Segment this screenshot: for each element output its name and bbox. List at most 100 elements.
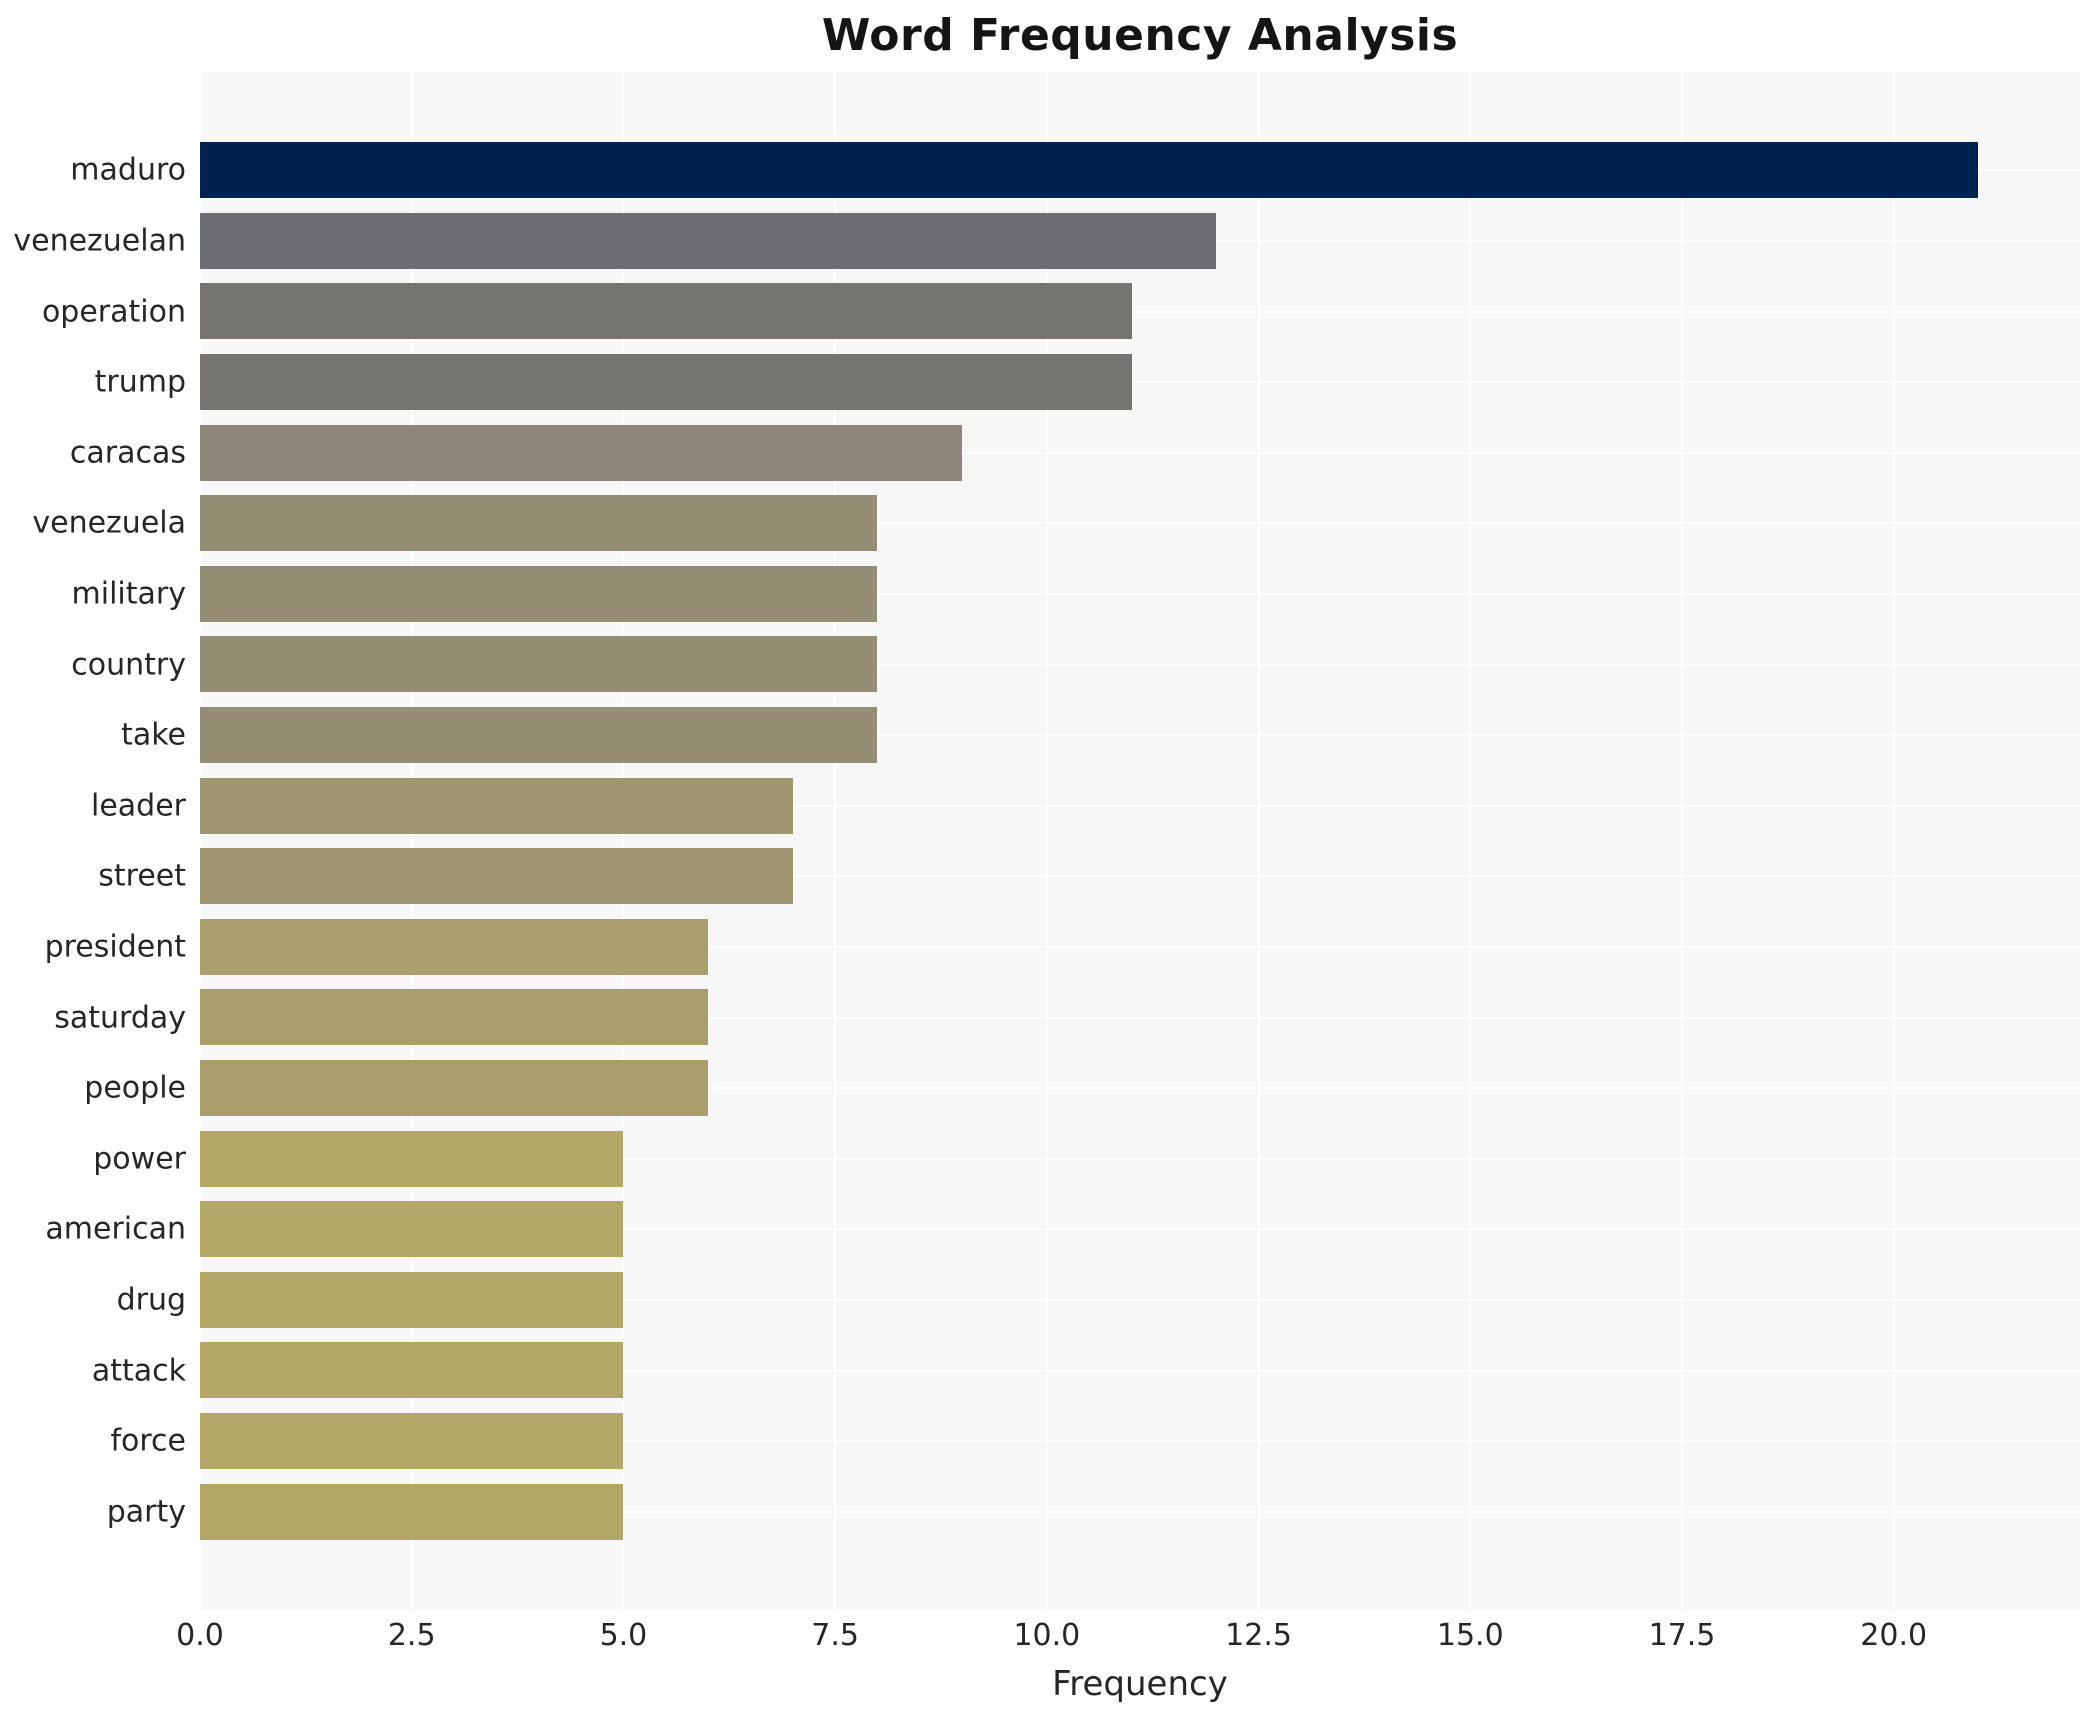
bar-row xyxy=(200,1194,2080,1265)
grid-line-horizontal xyxy=(200,804,2080,807)
bar-venezuela xyxy=(200,495,878,552)
y-tick-label-president: president xyxy=(44,929,186,965)
bar-row xyxy=(200,982,2080,1053)
y-tick-label-power: power xyxy=(93,1141,186,1177)
grid-line-horizontal xyxy=(200,381,2080,384)
grid-line-vertical xyxy=(199,72,201,1610)
bar-row xyxy=(200,1406,2080,1477)
grid-line-horizontal xyxy=(200,592,2080,595)
x-tick-label-2.5: 2.5 xyxy=(387,1618,436,1653)
grid-line-vertical xyxy=(834,72,837,1610)
x-tick-label-12.5: 12.5 xyxy=(1225,1618,1292,1653)
x-tick-label-20.0: 20.0 xyxy=(1860,1618,1928,1653)
grid-line-horizontal xyxy=(200,1228,2080,1231)
x-axis-ticks: 0.0 2.5 5.0 7.5 10.0 12.5 15.0 17.5 20.0 xyxy=(176,1618,2080,1658)
grid-line-vertical xyxy=(1680,72,1683,1610)
grid-line-horizontal xyxy=(200,310,2080,313)
grid-line-vertical xyxy=(622,72,625,1610)
chart-title: Word Frequency Analysis xyxy=(821,10,1459,61)
bar-party xyxy=(200,1483,624,1540)
x-tick-label-7.5: 7.5 xyxy=(811,1618,859,1653)
bar-row xyxy=(200,700,2080,771)
y-tick-label-drug: drug xyxy=(116,1282,186,1318)
bar-american xyxy=(200,1201,624,1258)
bars-layer xyxy=(200,72,2080,1610)
y-tick-label-maduro: maduro xyxy=(70,152,186,188)
grid-line-horizontal xyxy=(200,1016,2080,1019)
bar-military xyxy=(200,565,878,622)
bar-row xyxy=(200,135,2080,206)
bar-president xyxy=(200,918,709,975)
bar-trump xyxy=(200,354,1132,411)
bar-attack xyxy=(200,1342,624,1399)
bar-row xyxy=(200,629,2080,700)
bar-row xyxy=(200,559,2080,630)
grid-line-horizontal xyxy=(200,1440,2080,1443)
bar-row xyxy=(200,206,2080,277)
grid-line-horizontal xyxy=(200,522,2080,525)
y-tick-label-venezuelan: venezuelan xyxy=(13,223,186,259)
y-axis-labels: maduro venezuelan operation trump caracas ven… xyxy=(0,72,186,1610)
grid-line-vertical xyxy=(1045,72,1048,1610)
bar-venezuelan xyxy=(200,212,1217,269)
y-tick-label-take: take xyxy=(121,717,186,753)
x-axis-title: Frequency xyxy=(1052,1664,1228,1704)
y-tick-label-american: american xyxy=(45,1211,186,1247)
y-tick-label-saturday: saturday xyxy=(54,1000,186,1035)
bar-row xyxy=(200,276,2080,347)
grid-line-vertical xyxy=(1257,72,1260,1610)
grid-line-horizontal xyxy=(200,1157,2080,1160)
grid-line-horizontal xyxy=(200,663,2080,666)
x-tick-label-0.0: 0.0 xyxy=(176,1618,224,1653)
grid-line-vertical xyxy=(410,72,413,1610)
bar-power xyxy=(200,1130,624,1187)
y-tick-label-force: force xyxy=(110,1423,186,1459)
x-tick-label-15.0: 15.0 xyxy=(1436,1618,1504,1653)
y-tick-label-venezuela: venezuela xyxy=(32,505,186,541)
grid-line-horizontal xyxy=(200,875,2080,878)
grid-line-horizontal xyxy=(200,1087,2080,1090)
grid-line-vertical xyxy=(1892,72,1895,1610)
y-tick-label-attack: attack xyxy=(91,1353,186,1388)
y-tick-label-party: party xyxy=(106,1494,186,1530)
x-tick-label-10.0: 10.0 xyxy=(1013,1618,1081,1653)
bar-country xyxy=(200,636,878,693)
y-tick-label-trump: trump xyxy=(94,364,186,400)
bar-take xyxy=(200,707,878,764)
grid-line-vertical xyxy=(1469,72,1472,1610)
bar-row xyxy=(200,488,2080,559)
bar-row xyxy=(200,912,2080,983)
bar-people xyxy=(200,1060,709,1117)
bar-saturday xyxy=(200,989,709,1046)
y-tick-label-operation: operation xyxy=(41,294,186,329)
x-tick-label-5.0: 5.0 xyxy=(599,1618,648,1653)
x-tick-label-17.5: 17.5 xyxy=(1648,1618,1716,1653)
bar-operation xyxy=(200,283,1132,340)
grid-line-horizontal xyxy=(200,945,2080,948)
bar-maduro xyxy=(200,142,1979,199)
grid-line-horizontal xyxy=(200,734,2080,737)
bar-row xyxy=(200,1335,2080,1406)
bar-drug xyxy=(200,1271,624,1328)
bar-row xyxy=(200,841,2080,912)
grid-line-horizontal xyxy=(200,451,2080,454)
bar-caracas xyxy=(200,424,963,481)
y-tick-label-people: people xyxy=(84,1070,186,1106)
bar-force xyxy=(200,1413,624,1470)
y-tick-label-military: military xyxy=(71,576,186,612)
y-tick-label-caracas: caracas xyxy=(69,435,186,471)
bar-row xyxy=(200,770,2080,841)
plot-area xyxy=(199,72,2080,1610)
grid-line-horizontal xyxy=(200,1369,2080,1372)
bar-street xyxy=(200,848,793,905)
bar-row xyxy=(200,1053,2080,1124)
bar-row xyxy=(200,1265,2080,1336)
bar-row xyxy=(200,417,2080,488)
y-tick-label-leader: leader xyxy=(90,788,186,824)
bar-row xyxy=(200,1476,2080,1547)
grid-line-horizontal xyxy=(200,1510,2080,1513)
y-tick-label-country: country xyxy=(71,647,186,682)
grid-line-horizontal xyxy=(200,1298,2080,1301)
y-tick-label-street: street xyxy=(98,858,186,894)
bar-row xyxy=(200,1123,2080,1194)
